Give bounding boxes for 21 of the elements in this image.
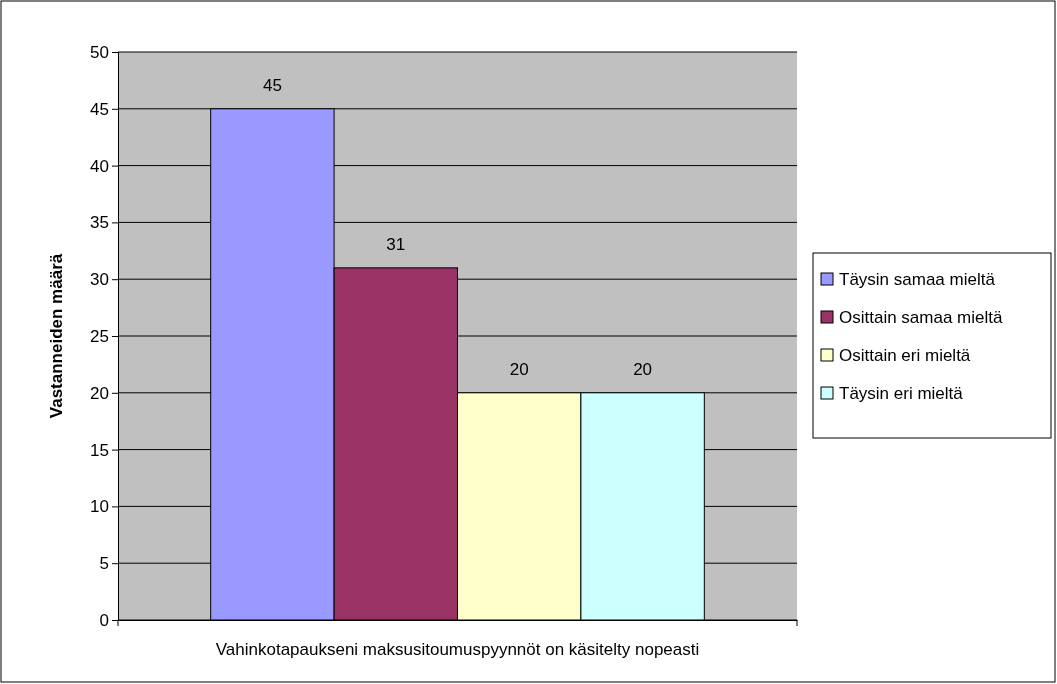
y-tick-label: 0 xyxy=(99,610,109,630)
y-tick-label: 15 xyxy=(90,440,109,460)
legend-label: Osittain samaa mieltä xyxy=(839,308,1003,327)
y-tick-label: 5 xyxy=(99,554,109,574)
y-tick-label: 35 xyxy=(90,213,109,233)
data-label: 45 xyxy=(262,75,282,95)
y-tick-label: 45 xyxy=(90,99,109,119)
data-label: 20 xyxy=(633,359,653,379)
y-tick-label: 30 xyxy=(90,270,109,290)
y-axis-title: Vastanneiden määrä xyxy=(47,253,66,419)
data-label: 20 xyxy=(509,359,529,379)
y-tick-label: 40 xyxy=(90,156,109,176)
legend-label: Täysin eri mieltä xyxy=(839,384,964,403)
x-tick-label: Vahinkotapaukseni maksusitoumuspyynnöt on käsitelty nopeasti xyxy=(215,640,700,660)
legend-label: Osittain eri mieltä xyxy=(839,346,971,365)
y-tick-label: 50 xyxy=(90,42,109,62)
legend-label: Täysin samaa mieltä xyxy=(839,270,996,289)
y-tick-label: 10 xyxy=(90,497,109,517)
data-label: 31 xyxy=(386,234,406,254)
y-tick-label: 20 xyxy=(90,383,109,403)
y-tick-label: 25 xyxy=(90,326,109,346)
